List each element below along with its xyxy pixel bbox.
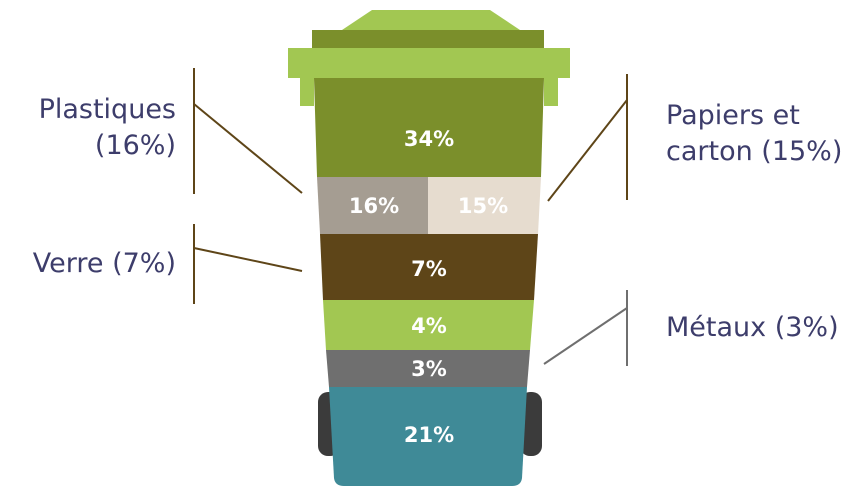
lid-tab-4 bbox=[544, 76, 558, 106]
lid-handle bbox=[342, 10, 520, 30]
lid-tab-1 bbox=[300, 76, 314, 106]
callout-verre: Verre (7%) bbox=[6, 246, 176, 282]
callout-plastiques: Plastiques (16%) bbox=[6, 92, 176, 165]
leader-verre-line bbox=[193, 247, 303, 272]
lid-band bbox=[312, 30, 544, 52]
callout-verre-text: Verre (7%) bbox=[32, 248, 176, 279]
callout-metaux-text: Métaux (3%) bbox=[666, 312, 839, 343]
callout-papiers-line2: carton (15%) bbox=[666, 136, 843, 168]
segment-21 bbox=[329, 387, 527, 486]
label-34: 34% bbox=[404, 127, 454, 151]
callout-papiers-line1: Papiers et bbox=[666, 100, 800, 131]
callout-papiers: Papiers et carton (15%) bbox=[666, 98, 860, 171]
segment-4 bbox=[323, 300, 534, 350]
leader-metaux-line bbox=[543, 307, 628, 365]
label-3: 3% bbox=[411, 357, 447, 381]
leader-papiers-line bbox=[547, 99, 628, 202]
callout-plastiques-line2: (16%) bbox=[94, 130, 176, 162]
segment-papiers bbox=[428, 177, 541, 234]
segment-metaux bbox=[326, 350, 530, 387]
label-15: 15% bbox=[458, 194, 508, 218]
segment-verre bbox=[320, 234, 538, 300]
label-4: 4% bbox=[411, 314, 447, 338]
label-16: 16% bbox=[349, 194, 399, 218]
segment-34 bbox=[314, 78, 544, 177]
callout-plastiques-line1: Plastiques bbox=[38, 94, 176, 125]
label-21: 21% bbox=[404, 423, 454, 447]
segment-plastiques bbox=[317, 177, 428, 234]
lid-rim bbox=[288, 48, 570, 78]
callout-metaux: Métaux (3%) bbox=[666, 310, 860, 346]
leader-plastiques-line bbox=[193, 103, 303, 194]
label-7: 7% bbox=[411, 257, 447, 281]
